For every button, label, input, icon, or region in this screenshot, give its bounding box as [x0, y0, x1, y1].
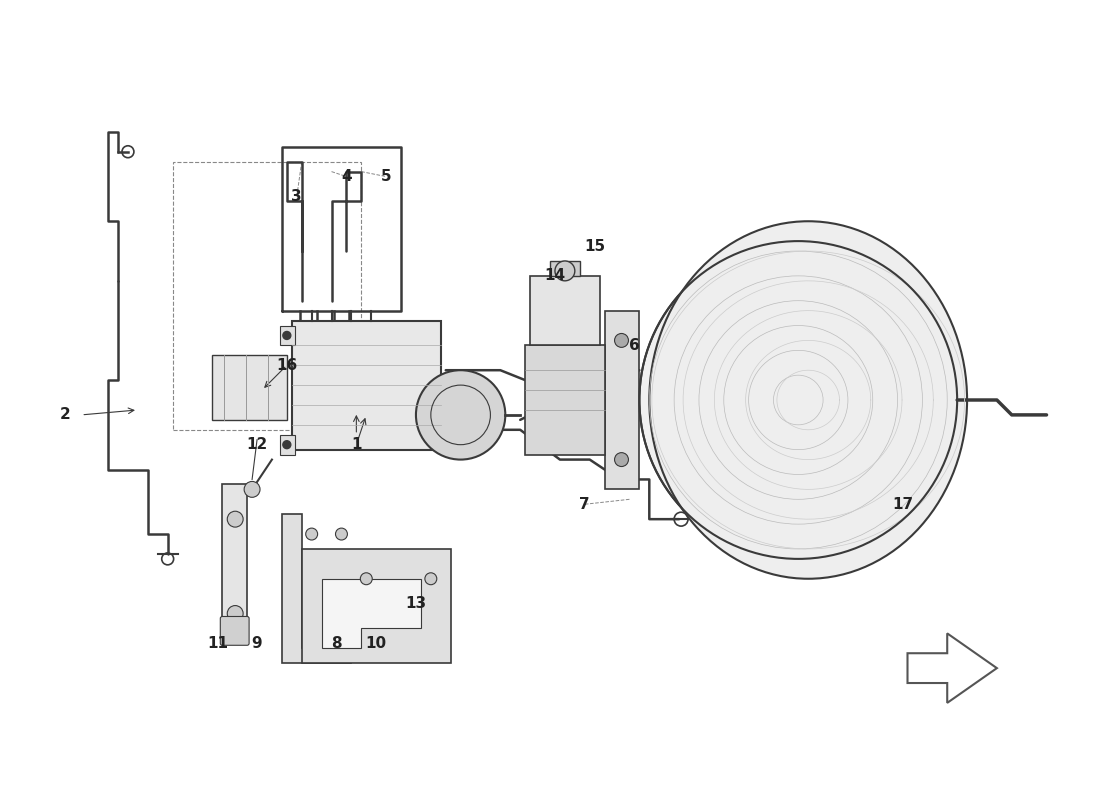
- Text: 4: 4: [341, 169, 352, 184]
- Bar: [605, 310, 639, 490]
- Text: 15: 15: [584, 238, 605, 254]
- Circle shape: [615, 453, 628, 466]
- Text: 8: 8: [331, 636, 342, 650]
- Polygon shape: [321, 578, 421, 648]
- Circle shape: [416, 370, 505, 459]
- Circle shape: [228, 606, 243, 622]
- Polygon shape: [301, 549, 451, 663]
- Circle shape: [556, 261, 575, 281]
- Bar: [310, 330, 323, 342]
- Bar: [212, 355, 287, 420]
- Circle shape: [425, 573, 437, 585]
- Bar: [327, 330, 341, 342]
- Text: 5: 5: [381, 169, 392, 184]
- Text: 13: 13: [406, 596, 427, 611]
- Circle shape: [306, 528, 318, 540]
- Bar: [525, 346, 605, 454]
- Bar: [556, 308, 576, 335]
- Ellipse shape: [649, 222, 967, 578]
- Bar: [342, 330, 356, 342]
- Text: 10: 10: [365, 636, 387, 650]
- Circle shape: [283, 441, 290, 449]
- Circle shape: [615, 334, 628, 347]
- Text: 6: 6: [629, 338, 640, 353]
- Text: 11: 11: [207, 636, 228, 650]
- Text: 17: 17: [892, 497, 913, 512]
- Bar: [292, 321, 441, 450]
- Bar: [550, 261, 580, 276]
- Text: 14: 14: [544, 268, 565, 283]
- Bar: [530, 276, 600, 346]
- Circle shape: [361, 573, 372, 585]
- Bar: [173, 162, 361, 430]
- Bar: [279, 434, 295, 454]
- Circle shape: [283, 331, 290, 339]
- Circle shape: [639, 241, 957, 559]
- Text: 9: 9: [252, 636, 263, 650]
- Text: 12: 12: [246, 437, 267, 452]
- FancyBboxPatch shape: [220, 617, 249, 646]
- Polygon shape: [282, 514, 351, 663]
- Bar: [540, 306, 562, 330]
- Text: 3: 3: [292, 189, 302, 204]
- Circle shape: [244, 482, 260, 498]
- Text: 1: 1: [351, 437, 362, 452]
- Circle shape: [228, 511, 243, 527]
- Text: 2: 2: [60, 407, 70, 422]
- Text: 16: 16: [276, 358, 297, 373]
- Bar: [279, 326, 295, 346]
- Polygon shape: [222, 485, 248, 643]
- Circle shape: [336, 528, 348, 540]
- Text: 7: 7: [580, 497, 590, 512]
- Bar: [293, 330, 307, 342]
